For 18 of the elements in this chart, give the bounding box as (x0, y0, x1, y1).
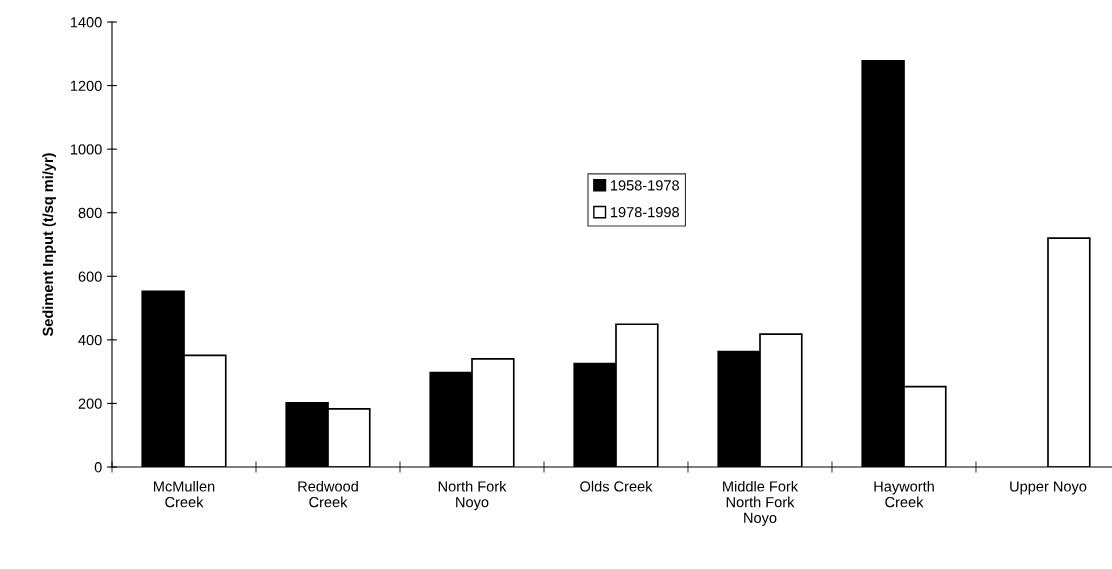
x-tick-label: Hayworth Creek (874, 480, 934, 508)
y-tick-label: 600 (78, 271, 102, 282)
x-tick-label: McMullen Creek (154, 480, 215, 508)
x-tick-label: Middle Fork North Fork Noyo (723, 480, 799, 526)
x-tick-label: Redwood Creek (298, 480, 358, 508)
y-tick-label: 800 (78, 207, 102, 219)
y-tick-label: 1200 (70, 80, 102, 91)
legend-label: 1958-1978 (611, 180, 679, 191)
y-axis-title: Sediment Input (t/sq mi/yr) (42, 153, 56, 337)
x-tick-label: Olds Creek (580, 480, 653, 492)
legend-label: 1978-1998 (611, 207, 679, 218)
x-tick-label: Upper Noyo (1010, 481, 1087, 495)
y-tick-label: 200 (78, 398, 102, 409)
x-tick-label: North Fork Noyo (438, 480, 507, 511)
y-tick-label: 1400 (70, 17, 102, 28)
y-tick-label: 1000 (70, 144, 102, 155)
y-tick-label: 0 (94, 462, 102, 473)
y-tick-label: 400 (78, 334, 102, 346)
